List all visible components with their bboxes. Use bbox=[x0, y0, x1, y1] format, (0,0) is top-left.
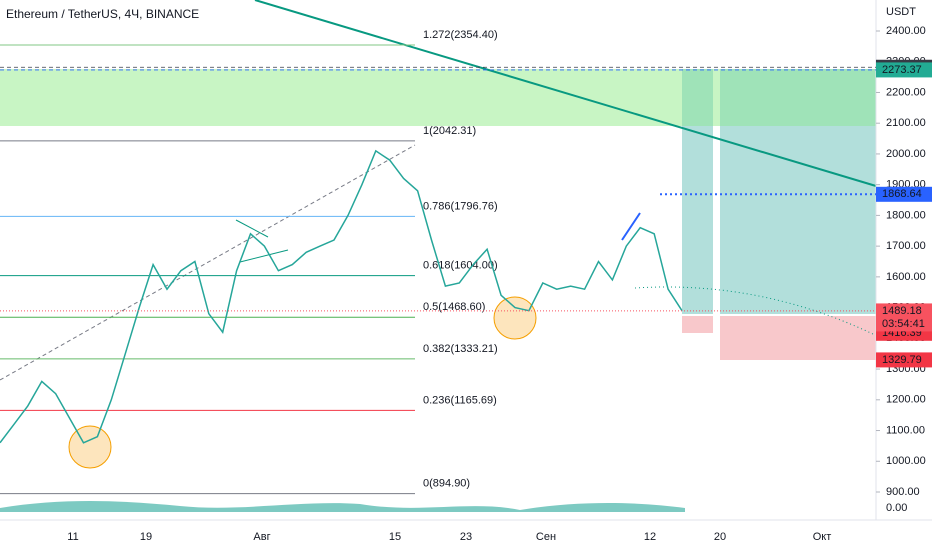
zone-overlap bbox=[720, 69, 876, 126]
x-tick-label: 15 bbox=[389, 531, 401, 543]
y-tick-label: 1700.00 bbox=[886, 240, 926, 252]
x-tick-label: 23 bbox=[460, 531, 472, 543]
price-line bbox=[0, 149, 683, 444]
fib-label: 0(894.90) bbox=[423, 477, 470, 489]
y-tick-label: 1100.00 bbox=[886, 424, 925, 436]
pattern-line bbox=[239, 249, 289, 263]
zone-overlap bbox=[682, 69, 713, 126]
stop-zone bbox=[720, 316, 876, 360]
oscillator-zero: 0.00 bbox=[886, 502, 907, 514]
chart-title: Ethereum / TetherUS, 4Ч, BINANCE bbox=[6, 7, 199, 21]
trend-dashed bbox=[0, 144, 416, 381]
oscillator bbox=[0, 501, 685, 512]
last-price-label: 1489.18 bbox=[882, 305, 922, 317]
pattern-line bbox=[235, 219, 269, 238]
y-tick-label: 900.00 bbox=[886, 486, 920, 498]
fib-label: 1.272(2354.40) bbox=[423, 29, 498, 41]
price-badge bbox=[876, 186, 932, 202]
pattern-line bbox=[621, 212, 641, 241]
fib-label: 1(2042.31) bbox=[423, 125, 476, 137]
price-badge bbox=[876, 62, 932, 78]
fib-label: 0.5(1468.60) bbox=[423, 301, 485, 313]
last-price-badge bbox=[876, 303, 932, 332]
y-tick-label: 2400.00 bbox=[886, 25, 926, 37]
stop-zone bbox=[682, 316, 713, 333]
y-tick-label: 2000.00 bbox=[886, 148, 926, 160]
y-tick-label: 1200.00 bbox=[886, 394, 926, 406]
x-tick-label: Сен bbox=[536, 531, 556, 543]
fib-label: 0.618(1604.00) bbox=[423, 260, 498, 272]
price-badge bbox=[876, 352, 932, 368]
y-tick-label: 1600.00 bbox=[886, 271, 926, 283]
x-tick-label: Авг bbox=[253, 531, 270, 543]
x-tick-label: 19 bbox=[140, 531, 152, 543]
x-tick-label: Окт bbox=[813, 531, 832, 543]
highlight-circle bbox=[493, 296, 537, 340]
price-badge-label: 1329.79 bbox=[882, 354, 922, 366]
currency: USDT bbox=[886, 6, 916, 18]
countdown: 03:54:41 bbox=[882, 318, 925, 330]
price-badge-label: 1868.64 bbox=[882, 188, 922, 200]
fib-label: 0.382(1333.21) bbox=[423, 343, 498, 355]
y-tick-label: 1000.00 bbox=[886, 455, 926, 467]
y-tick-label: 2200.00 bbox=[886, 86, 926, 98]
x-tick-label: 12 bbox=[644, 531, 656, 543]
y-tick-label: 1800.00 bbox=[886, 209, 926, 221]
y-tick-label: 2100.00 bbox=[886, 117, 926, 129]
fib-label: 0.786(1796.76) bbox=[423, 200, 498, 212]
trendline bbox=[254, 0, 877, 187]
x-tick-label: 11 bbox=[67, 531, 78, 543]
fib-label: 0.236(1165.69) bbox=[423, 394, 497, 406]
price-badge-label: 2273.37 bbox=[882, 64, 922, 76]
highlight-circle bbox=[68, 425, 112, 469]
x-tick-label: 20 bbox=[714, 531, 726, 543]
